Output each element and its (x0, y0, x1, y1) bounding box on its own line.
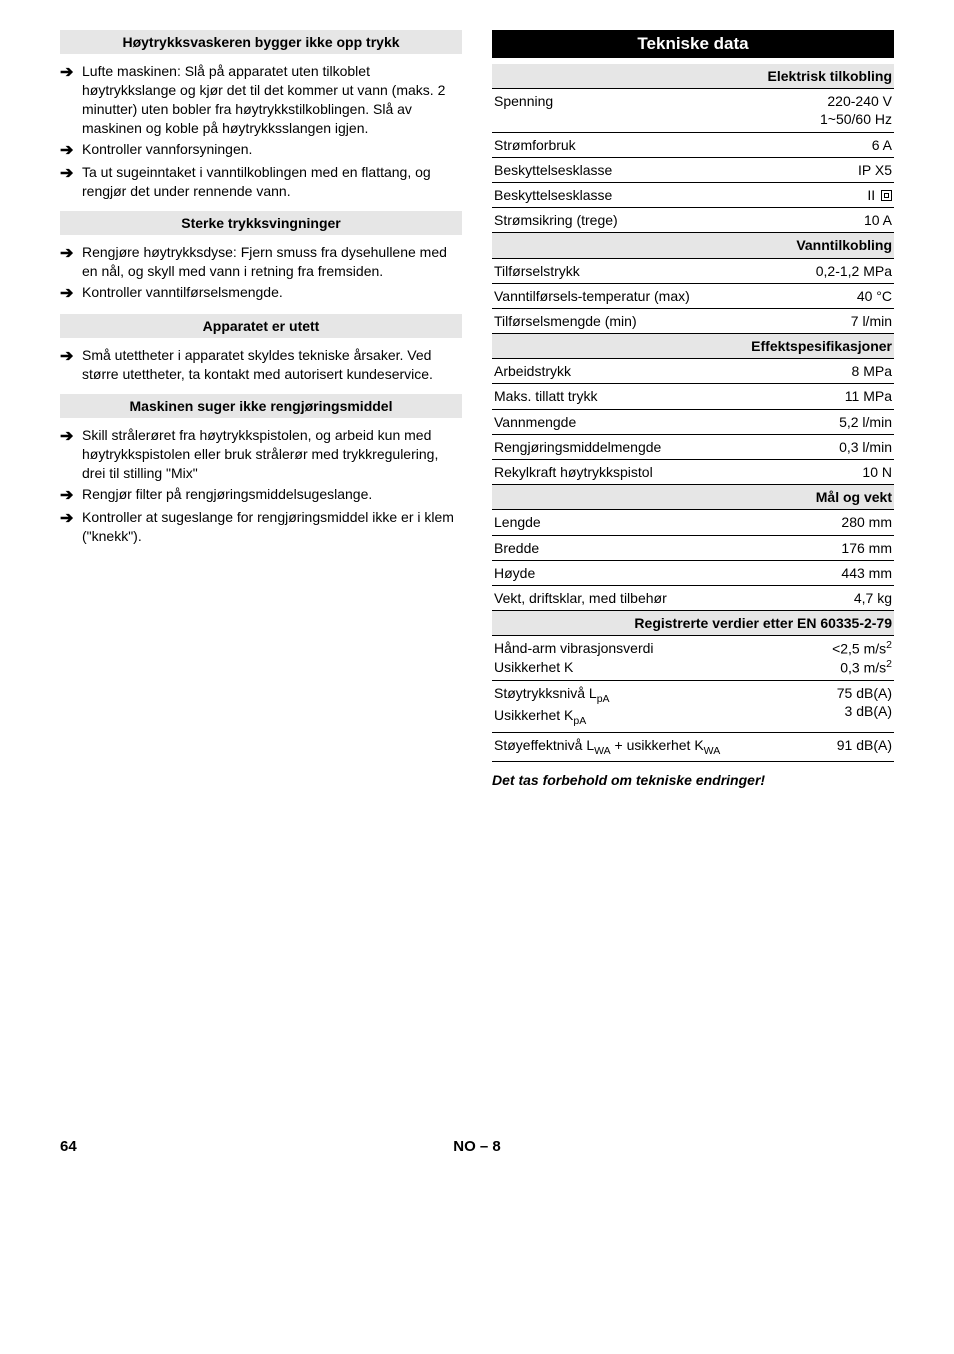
spec-value: 7 l/min (790, 308, 894, 333)
section-heading: Apparatet er utett (60, 314, 462, 338)
spec-value: 40 °C (790, 283, 894, 308)
spec-value: 4,7 kg (790, 585, 894, 610)
spec-value: 280 mm (790, 510, 894, 535)
bullet-item: ➔Lufte maskinen: Slå på apparatet uten t… (60, 62, 462, 138)
spec-label: Spenning (492, 89, 790, 132)
footnote: Det tas forbehold om tekniske endringer! (492, 772, 894, 788)
arrow-icon: ➔ (60, 140, 82, 162)
arrow-icon: ➔ (60, 346, 82, 368)
spec-value: 8 MPa (790, 359, 894, 384)
section-heading: Høytrykksvaskeren bygger ikke opp trykk (60, 30, 462, 54)
bullet-item: ➔Rengjøre høytrykksdyse: Fjern smuss fra… (60, 243, 462, 281)
spec-label: Rengjøringsmiddelmengde (492, 434, 790, 459)
arrow-icon: ➔ (60, 485, 82, 507)
bullet-item: ➔Kontroller at sugeslange for rengjøring… (60, 508, 462, 546)
left-column: Høytrykksvaskeren bygger ikke opp trykk ➔… (60, 30, 462, 788)
bullet-item: ➔Kontroller vanntilførselsmengde. (60, 283, 462, 305)
bullet-text: Kontroller vannforsyningen. (82, 140, 462, 159)
section-heading: Sterke trykksvingninger (60, 211, 462, 235)
arrow-icon: ➔ (60, 243, 82, 265)
bullet-item: ➔Rengjør filter på rengjøringsmiddelsuge… (60, 485, 462, 507)
bullet-item: ➔Skill strålerøret fra høytrykkspistolen… (60, 426, 462, 483)
bullet-item: ➔Kontroller vannforsyningen. (60, 140, 462, 162)
bullet-text: Ta ut sugeinntaket i vanntilkoblingen me… (82, 163, 462, 201)
spec-label: Maks. tillatt trykk (492, 384, 790, 409)
bullet-item: ➔Ta ut sugeinntaket i vanntilkoblingen m… (60, 163, 462, 201)
spec-value: 91 dB(A) (790, 732, 894, 761)
bullet-text: Lufte maskinen: Slå på apparatet uten ti… (82, 62, 462, 138)
spec-label: Tilførselsmengde (min) (492, 308, 790, 333)
arrow-icon: ➔ (60, 62, 82, 84)
bullet-item: ➔Små utettheter i apparatet skyldes tekn… (60, 346, 462, 384)
spec-label: Strømsikring (trege) (492, 208, 790, 233)
category-row: Vanntilkobling (492, 233, 894, 258)
spec-label: Hånd-arm vibrasjonsverdiUsikkerhet K (492, 636, 790, 681)
spec-label: Tilførselstrykk (492, 258, 790, 283)
bullet-text: Kontroller at sugeslange for rengjørings… (82, 508, 462, 546)
spec-value: 5,2 l/min (790, 409, 894, 434)
spec-value: 10 A (790, 208, 894, 233)
arrow-icon: ➔ (60, 163, 82, 185)
bullet-text: Rengjøre høytrykksdyse: Fjern smuss fra … (82, 243, 462, 281)
spec-value: 443 mm (790, 560, 894, 585)
spec-label: Beskyttelsesklasse (492, 182, 790, 207)
spec-label: Støyeffektnivå LWA + usikkerhet KWA (492, 732, 790, 761)
right-column: Tekniske data Elektrisk tilkoblingSpenni… (492, 30, 894, 788)
spec-value: <2,5 m/s20,3 m/s2 (790, 636, 894, 681)
spec-label: Bredde (492, 535, 790, 560)
arrow-icon: ➔ (60, 283, 82, 305)
spec-value: 220-240 V1~50/60 Hz (790, 89, 894, 132)
section-heading: Maskinen suger ikke rengjøringsmiddel (60, 394, 462, 418)
spec-value: 176 mm (790, 535, 894, 560)
category-row: Elektrisk tilkobling (492, 64, 894, 89)
arrow-icon: ➔ (60, 508, 82, 530)
spec-label: Høyde (492, 560, 790, 585)
bullet-text: Små utettheter i apparatet skyldes tekni… (82, 346, 462, 384)
bullet-text: Kontroller vanntilførselsmengde. (82, 283, 462, 302)
footer-center: NO – 8 (453, 1138, 501, 1155)
spec-label: Vekt, driftsklar, med tilbehør (492, 585, 790, 610)
spec-label: Lengde (492, 510, 790, 535)
spec-label: Vannmengde (492, 409, 790, 434)
page-number: 64 (60, 1138, 77, 1155)
arrow-icon: ➔ (60, 426, 82, 448)
spec-value: 0,3 l/min (790, 434, 894, 459)
spec-value: 75 dB(A)3 dB(A) (790, 681, 894, 733)
bullet-text: Skill strålerøret fra høytrykkspistolen,… (82, 426, 462, 483)
spec-label: Støytrykksnivå LpAUsikkerhet KpA (492, 681, 790, 733)
category-row: Effektspesifikasjoner (492, 334, 894, 359)
spec-label: Strømforbruk (492, 132, 790, 157)
spec-value: II (790, 182, 894, 207)
category-row: Mål og vekt (492, 485, 894, 510)
spec-value: 6 A (790, 132, 894, 157)
page-footer: 64 NO – 8 (60, 1138, 894, 1155)
spec-label: Arbeidstrykk (492, 359, 790, 384)
tekniske-data-title: Tekniske data (492, 30, 894, 58)
spec-label: Rekylkraft høytrykkspistol (492, 460, 790, 485)
spec-label: Vanntilførsels-temperatur (max) (492, 283, 790, 308)
category-row: Registrerte verdier etter EN 60335-2-79 (492, 611, 894, 636)
spec-value: 10 N (790, 460, 894, 485)
spec-value: 11 MPa (790, 384, 894, 409)
bullet-text: Rengjør filter på rengjøringsmiddelsuges… (82, 485, 462, 504)
double-insulation-icon (881, 190, 892, 201)
spec-value: IP X5 (790, 157, 894, 182)
spec-value: 0,2-1,2 MPa (790, 258, 894, 283)
spec-table: Elektrisk tilkoblingSpenning220-240 V1~5… (492, 64, 894, 762)
spec-label: Beskyttelsesklasse (492, 157, 790, 182)
